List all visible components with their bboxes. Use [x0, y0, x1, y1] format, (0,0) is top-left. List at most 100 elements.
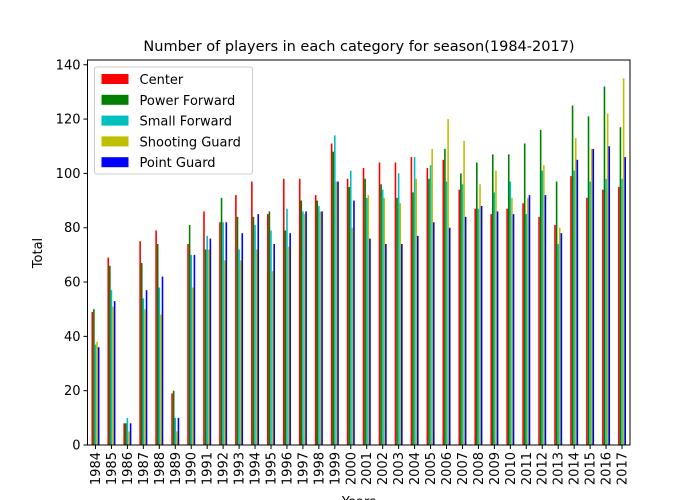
bar — [509, 181, 512, 445]
bar — [560, 233, 563, 445]
bar — [305, 211, 307, 445]
bar — [271, 271, 274, 445]
bar — [432, 222, 435, 445]
bar — [107, 257, 110, 445]
bar — [129, 423, 132, 445]
bar — [369, 238, 371, 445]
bar — [557, 244, 559, 445]
bar — [477, 208, 480, 445]
legend-swatch — [101, 115, 129, 126]
legend-swatch — [101, 74, 129, 84]
bar — [590, 148, 593, 445]
bar — [238, 249, 240, 445]
bar — [255, 249, 258, 445]
bar — [621, 178, 623, 446]
x-tick-label: 2003 — [392, 452, 407, 485]
bar — [349, 170, 352, 445]
bar — [235, 195, 237, 445]
x-tick-label: 2000 — [344, 452, 359, 485]
x-tick-label: 1989 — [169, 452, 184, 485]
bar — [93, 309, 95, 445]
bar — [303, 214, 306, 445]
bar — [321, 211, 323, 445]
bar — [589, 181, 591, 445]
bar — [445, 181, 448, 445]
bar — [140, 263, 143, 445]
bar — [558, 227, 561, 445]
bar — [522, 203, 524, 445]
legend-label: Center — [140, 73, 184, 88]
bar — [161, 276, 164, 445]
bar — [619, 127, 622, 445]
bar — [222, 222, 224, 445]
bar — [319, 211, 322, 445]
bar — [225, 222, 228, 445]
x-tick-label: 2004 — [408, 452, 423, 485]
bar — [603, 86, 606, 446]
x-tick-label: 2008 — [472, 452, 487, 485]
legend: Center Power Forward Small Forward Shooting… — [94, 66, 253, 175]
bar — [362, 167, 365, 446]
bar — [428, 178, 430, 446]
legend-swatch — [101, 157, 129, 168]
bar — [383, 197, 386, 445]
bar — [270, 230, 272, 445]
bar — [334, 135, 336, 446]
bar — [587, 116, 590, 445]
y-tick-label: 20 — [64, 384, 81, 399]
bar — [365, 197, 368, 445]
bar — [444, 148, 446, 445]
bar — [239, 260, 242, 445]
bar — [576, 159, 579, 445]
bar — [381, 189, 384, 445]
bar — [94, 344, 97, 445]
y-tick-label: 0 — [72, 439, 80, 454]
bar — [110, 290, 113, 445]
bar — [223, 260, 226, 445]
bar — [431, 148, 433, 445]
bar — [479, 184, 481, 445]
bar — [158, 287, 161, 445]
x-tick-label: 1994 — [249, 452, 264, 485]
legend-label: Point Guard — [140, 156, 216, 171]
x-tick-label: 1986 — [121, 452, 136, 485]
bar — [474, 208, 477, 445]
x-tick-label: 1990 — [185, 452, 200, 485]
bar — [145, 290, 148, 445]
bar — [190, 254, 193, 445]
bar — [602, 189, 604, 445]
bar — [491, 154, 494, 445]
bar — [416, 235, 419, 445]
x-tick-label: 1999 — [328, 452, 343, 485]
bar — [605, 178, 607, 446]
bar — [192, 287, 194, 445]
bar — [528, 195, 531, 445]
bar — [544, 195, 547, 445]
y-tick-label: 100 — [56, 167, 81, 182]
bar — [335, 181, 338, 445]
x-tick-label: 1996 — [280, 452, 295, 485]
bar — [314, 195, 317, 445]
bar — [330, 143, 333, 445]
x-tick-label: 1987 — [137, 452, 152, 485]
bar — [267, 214, 269, 445]
bar — [574, 138, 577, 445]
x-tick-label: 1988 — [153, 452, 168, 485]
bar — [367, 195, 370, 445]
x-tick-label: 2012 — [536, 452, 551, 485]
bar — [257, 214, 260, 445]
bar — [394, 162, 397, 445]
bar — [426, 167, 429, 446]
x-tick-label: 1998 — [312, 452, 327, 485]
bar — [447, 119, 449, 446]
bar — [480, 205, 483, 445]
bar — [460, 173, 462, 445]
x-tick-label: 1992 — [217, 452, 232, 485]
bar — [176, 431, 178, 445]
bar — [364, 178, 366, 446]
bar — [188, 225, 191, 445]
bar — [464, 216, 467, 445]
bar — [142, 298, 145, 445]
chart-title: Number of players in each category for s… — [143, 39, 574, 55]
bar — [496, 211, 499, 445]
